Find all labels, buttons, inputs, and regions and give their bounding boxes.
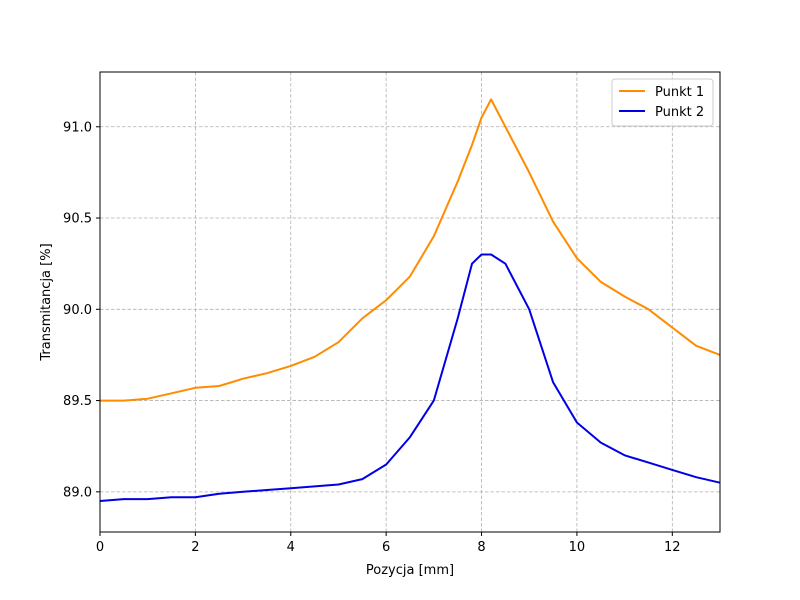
plot-frame bbox=[99, 71, 721, 533]
y-tick-label: 89.0 bbox=[63, 485, 92, 500]
x-axis-label: Pozycja [mm] bbox=[366, 563, 454, 578]
x-tick-label: 12 bbox=[664, 540, 681, 555]
legend-label-punkt-1: Punkt 1 bbox=[655, 85, 704, 100]
y-tick-label: 89.5 bbox=[63, 394, 92, 409]
x-tick-label: 2 bbox=[191, 540, 199, 555]
y-axis-label: Transmitancja [%] bbox=[39, 243, 54, 361]
y-tick-label: 91.0 bbox=[63, 120, 92, 135]
x-tick-label: 10 bbox=[569, 540, 586, 555]
grid bbox=[99, 72, 720, 532]
series-layer bbox=[99, 98, 721, 502]
legend-label-punkt-2: Punkt 2 bbox=[655, 105, 704, 120]
series-line-punkt-2 bbox=[99, 253, 721, 502]
y-tick-label: 90.0 bbox=[63, 303, 92, 318]
x-tick-label: 8 bbox=[477, 540, 485, 555]
series-line-punkt-1 bbox=[100, 98, 721, 402]
x-tick-label: 0 bbox=[96, 540, 104, 555]
legend: Punkt 1 Punkt 2 bbox=[611, 78, 714, 127]
axis-ticks: 0 2 4 6 8 10 12 89.0 89.5 90.0 90.5 91.0 bbox=[63, 120, 681, 555]
x-tick-label: 4 bbox=[287, 540, 295, 555]
y-tick-label: 90.5 bbox=[63, 212, 92, 227]
x-tick-label: 6 bbox=[382, 540, 390, 555]
